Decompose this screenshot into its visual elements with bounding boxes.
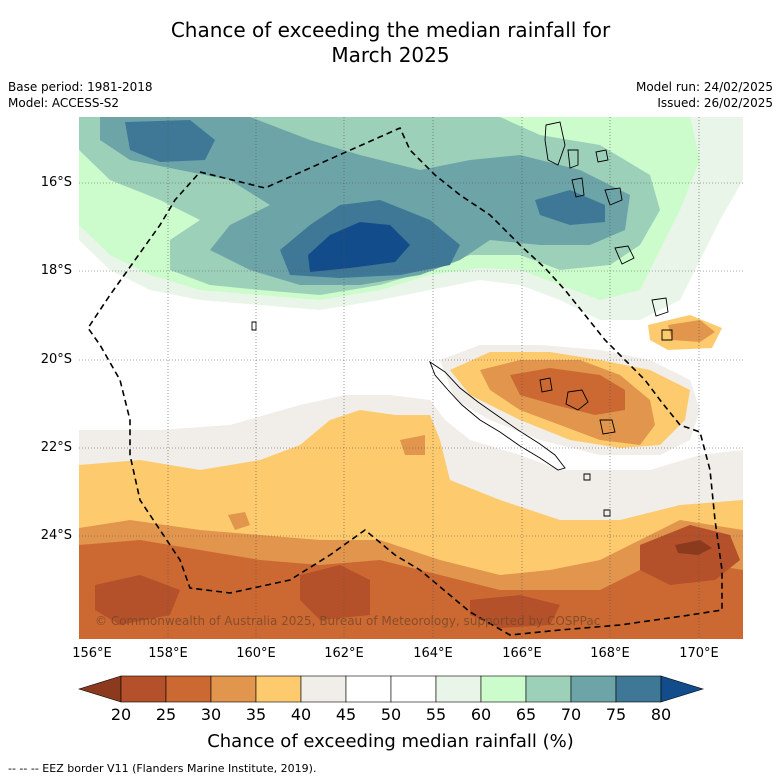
colorbar-segment bbox=[435, 675, 482, 703]
lon-label: 160°E bbox=[236, 646, 276, 661]
coast-new-caledonia bbox=[429, 360, 566, 471]
meta-right: Model run: 24/02/2025 Issued: 26/02/2025 bbox=[636, 79, 773, 111]
colorbar-tick-label: 45 bbox=[335, 705, 357, 724]
lat-label: 20°S bbox=[40, 352, 72, 367]
zone-nc-25-30 bbox=[510, 368, 625, 415]
lon-label: 164°E bbox=[413, 646, 453, 661]
lon-label: 162°E bbox=[324, 646, 364, 661]
zone-above-80 bbox=[308, 222, 410, 272]
colorbar-tick-label: 35 bbox=[245, 705, 267, 724]
map-fill bbox=[79, 117, 743, 639]
colorbar-tick-label: 75 bbox=[605, 705, 627, 724]
coast-matthew bbox=[651, 297, 669, 317]
lon-label: 170°E bbox=[679, 646, 719, 661]
lat-label: 24°S bbox=[40, 528, 72, 543]
lat-label: 18°S bbox=[40, 263, 72, 278]
colorbar-tick-label: 30 bbox=[200, 705, 222, 724]
coast-loyalty-2 bbox=[565, 389, 589, 411]
zone-25-30 bbox=[79, 540, 743, 639]
colorbar-label: Chance of exceeding median rainfall (%) bbox=[207, 731, 574, 752]
colorbar-segment bbox=[120, 675, 167, 703]
zone-20-25-south bbox=[95, 525, 740, 628]
colorbar-tick-label: 70 bbox=[560, 705, 582, 724]
colorbar-segment bbox=[570, 675, 617, 703]
coast-vanuatu-6 bbox=[614, 245, 635, 265]
colorbar-segment bbox=[165, 675, 212, 703]
colorbar-tick-label: 40 bbox=[290, 705, 312, 724]
zone-below-20 bbox=[675, 540, 712, 555]
model-run: Model run: 24/02/2025 bbox=[635, 80, 773, 94]
coast-loyalty-3 bbox=[599, 419, 616, 435]
lat-label: 22°S bbox=[40, 440, 72, 455]
coast-hunter bbox=[661, 329, 673, 341]
lon-label: 168°E bbox=[590, 646, 630, 661]
model-name: Model: ACCESS-S2 bbox=[8, 96, 120, 110]
lon-label: 166°E bbox=[502, 646, 542, 661]
colorbar-segment bbox=[525, 675, 572, 703]
eez-border bbox=[87, 126, 723, 636]
graticule bbox=[79, 117, 743, 639]
eez-footnote: -- -- -- EEZ border V11 (Flanders Marine… bbox=[8, 762, 317, 775]
colorbar-segment bbox=[480, 675, 527, 703]
colorbar-tick-label: 60 bbox=[470, 705, 492, 724]
copyright-notice: © Commonwealth of Australia 2025, Bureau… bbox=[95, 614, 601, 628]
zone-nc-small-orange bbox=[668, 320, 715, 342]
base-period: Base period: 1981-2018 bbox=[8, 80, 153, 94]
colorbar-segment bbox=[300, 675, 347, 703]
coast-vanuatu-4 bbox=[571, 177, 585, 198]
colorbar-segment bbox=[255, 675, 302, 703]
colorbar-tick-label: 65 bbox=[515, 705, 537, 724]
lat-label: 16°S bbox=[40, 175, 72, 190]
colorbar-segment bbox=[615, 675, 662, 703]
colorbar-segment bbox=[390, 675, 437, 703]
colorbar-tick-label: 80 bbox=[650, 705, 672, 724]
colorbar-segment bbox=[210, 675, 257, 703]
colorbar-min-extend bbox=[77, 675, 122, 703]
map-title: Chance of exceeding the median rainfall … bbox=[0, 18, 781, 68]
zone-70-75 bbox=[100, 117, 630, 285]
colorbar-max-extend bbox=[660, 675, 705, 703]
coast-vanuatu-3 bbox=[595, 149, 609, 163]
coast-vanuatu-5 bbox=[604, 187, 623, 206]
coast-vanuatu-1 bbox=[544, 121, 566, 166]
zone-35-40-patch bbox=[228, 435, 425, 530]
colorbar-tick-label: 50 bbox=[380, 705, 402, 724]
issued-date: Issued: 26/02/2025 bbox=[657, 96, 773, 110]
colorbar bbox=[77, 675, 705, 703]
colorbar-tick-label: 25 bbox=[155, 705, 177, 724]
colorbar-tick-label: 55 bbox=[425, 705, 447, 724]
coast-small-1 bbox=[583, 473, 591, 481]
coast-vanuatu-2 bbox=[567, 149, 579, 169]
colorbar-segment bbox=[345, 675, 392, 703]
colorbar-tick-label: 20 bbox=[110, 705, 132, 724]
lon-label: 156°E bbox=[72, 646, 112, 661]
title-line-1: Chance of exceeding the median rainfall … bbox=[170, 18, 611, 42]
coast-loyalty-1 bbox=[539, 377, 553, 393]
lon-label: 158°E bbox=[148, 646, 188, 661]
title-line-2: March 2025 bbox=[331, 43, 450, 67]
coastlines bbox=[251, 121, 673, 517]
meta-left: Base period: 1981-2018 Model: ACCESS-S2 bbox=[8, 79, 153, 111]
